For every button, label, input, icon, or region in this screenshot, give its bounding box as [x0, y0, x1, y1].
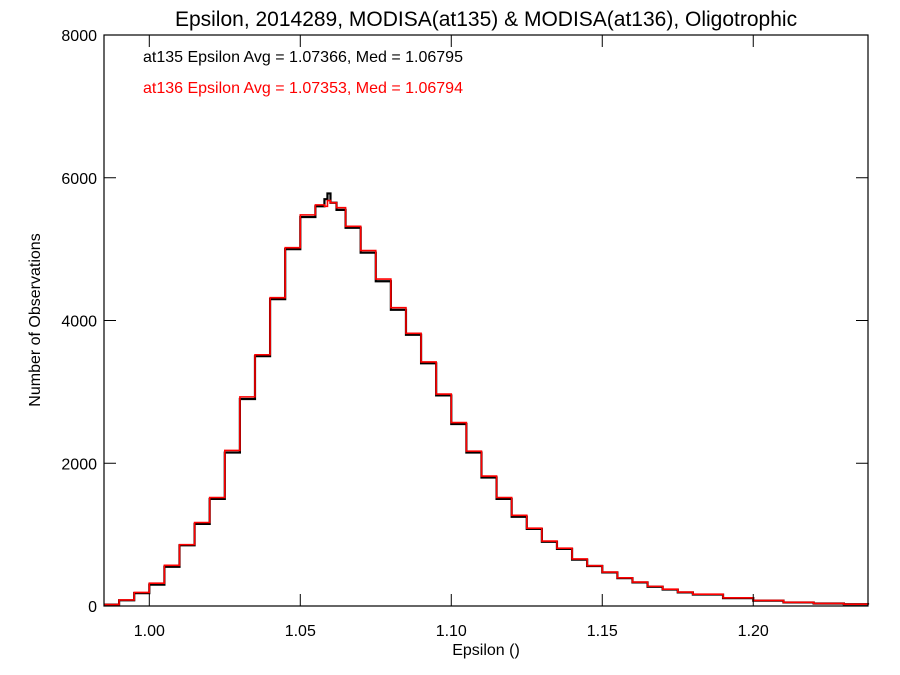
- x-tick-label-2: 1.10: [436, 623, 467, 640]
- annotation-at136: at136 Epsilon Avg = 1.07353, Med = 1.067…: [143, 80, 463, 97]
- x-axis: 1.00 1.05 1.10 1.15 1.20: [134, 35, 769, 640]
- x-tick-label-1: 1.05: [285, 623, 316, 640]
- series-line-0: [104, 192, 870, 606]
- annotation-at135: at135 Epsilon Avg = 1.07366, Med = 1.067…: [143, 49, 463, 66]
- y-tick-label-2: 4000: [61, 314, 97, 331]
- x-tick-label-0: 1.00: [134, 623, 165, 640]
- y-tick-label-3: 6000: [61, 171, 97, 188]
- x-tick-label-3: 1.15: [587, 623, 618, 640]
- y-tick-label-0: 0: [88, 599, 97, 616]
- y-tick-label-1: 2000: [61, 456, 97, 473]
- chart-title: Epsilon, 2014289, MODISA(at135) & MODISA…: [175, 8, 797, 31]
- series-line-1: [104, 199, 869, 606]
- y-axis-label: Number of Observations: [27, 233, 44, 406]
- x-axis-label: Epsilon (): [452, 642, 520, 659]
- y-axis: 0 2000 4000 6000 8000: [61, 28, 868, 616]
- series-layer: [104, 192, 870, 606]
- y-tick-label-4: 8000: [61, 28, 97, 45]
- x-tick-label-4: 1.20: [738, 623, 769, 640]
- plot-frame: [103, 34, 869, 607]
